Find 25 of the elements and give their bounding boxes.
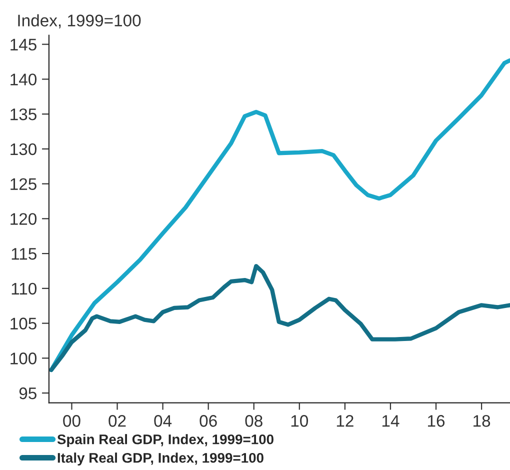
y-tick-label: 95 [19, 387, 36, 400]
y-tick-label: 105 [10, 318, 36, 330]
y-axis-title: Index, 1999=100 [18, 14, 141, 28]
y-tick-label: 115 [12, 248, 36, 260]
y-tick-label: 135 [10, 108, 36, 120]
legend-label: Italy Real GDP, Index, 1999=100 [58, 452, 264, 466]
x-tick-label: 00 [63, 415, 80, 427]
legend-label: Spain Real GDP, Index, 1999=100 [57, 434, 274, 448]
y-tick-label: 140 [10, 74, 37, 86]
x-tick-label: 12 [336, 415, 354, 427]
x-tick-label: 04 [154, 415, 172, 427]
x-tick-label: 14 [382, 415, 400, 427]
y-tick-label: 125 [10, 178, 36, 190]
x-tick-label: 08 [245, 415, 262, 427]
y-tick-label: 100 [10, 352, 37, 364]
y-tick-label: 120 [10, 213, 37, 225]
y-tick-label: 130 [10, 143, 37, 156]
x-tick-label: 16 [428, 415, 445, 427]
x-tick-label: 06 [200, 415, 217, 427]
x-tick-label: 02 [108, 415, 126, 427]
x-tick-label: 18 [474, 415, 490, 427]
y-tick-label: 110 [12, 282, 37, 295]
line-series [49, 264, 510, 372]
x-tick-label: 10 [291, 415, 308, 427]
y-tick-label: 145 [10, 38, 36, 51]
